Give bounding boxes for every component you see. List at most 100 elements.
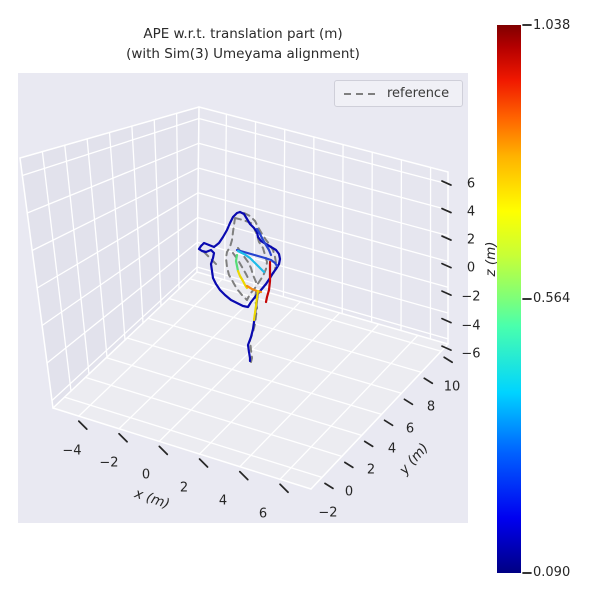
reference-diag-1 bbox=[237, 247, 257, 283]
grid-line bbox=[147, 317, 403, 394]
grid-line bbox=[279, 334, 419, 480]
grid-line bbox=[26, 142, 200, 214]
pane-edge bbox=[52, 271, 198, 409]
grid-line bbox=[41, 150, 72, 392]
grid-line bbox=[51, 266, 198, 402]
plot-title-line-2: (with Sim(3) Umeyama alignment) bbox=[126, 46, 360, 62]
grid-line bbox=[196, 241, 449, 314]
grid-line bbox=[31, 167, 199, 252]
grid-line bbox=[21, 117, 200, 177]
x-tick-mark bbox=[198, 458, 209, 468]
grid-line bbox=[63, 396, 323, 479]
y-tick-mark bbox=[423, 377, 434, 385]
y-axis-tick-label: −2 bbox=[318, 505, 338, 521]
z-tick-mark bbox=[441, 207, 452, 214]
y-axis-tick-label: 6 bbox=[405, 421, 415, 437]
grid-line bbox=[341, 143, 344, 315]
grid-line bbox=[84, 376, 343, 458]
grid-line bbox=[197, 192, 449, 263]
z-axis-label: z (m) bbox=[483, 241, 499, 277]
pane-edge bbox=[19, 106, 200, 159]
pane-edge bbox=[52, 407, 312, 490]
x-tick-mark bbox=[279, 483, 289, 494]
legend: reference bbox=[334, 80, 463, 107]
y-tick-mark bbox=[324, 482, 334, 490]
z-tick-mark bbox=[441, 235, 452, 241]
x-tick-mark bbox=[118, 432, 128, 443]
trajectory-cross bbox=[235, 248, 279, 268]
grid-line bbox=[197, 216, 449, 288]
x-tick-mark bbox=[77, 420, 88, 430]
left-pane bbox=[20, 107, 199, 408]
grid-line bbox=[64, 144, 90, 375]
grid-line bbox=[196, 266, 449, 340]
x-tick-mark bbox=[158, 445, 169, 456]
pane-edge bbox=[196, 271, 449, 345]
colorbar-mid-label: 0.564 bbox=[533, 291, 571, 306]
z-axis-tick-label: −6 bbox=[461, 346, 481, 362]
trajectory-inner-right bbox=[255, 227, 273, 257]
segment-green bbox=[234, 253, 240, 273]
grid-line bbox=[239, 323, 380, 468]
grid-line bbox=[46, 241, 199, 364]
z-tick-mark bbox=[441, 345, 452, 352]
y-axis-tick-label: 10 bbox=[443, 379, 461, 395]
y-tick-mark bbox=[383, 419, 394, 427]
grid-line bbox=[108, 131, 126, 341]
z-axis-tick-label: 4 bbox=[466, 204, 476, 220]
x-axis-tick-label: 6 bbox=[258, 506, 268, 522]
segment-yellow-tail bbox=[252, 289, 260, 322]
y-tick-mark bbox=[403, 398, 414, 406]
grid-line bbox=[41, 216, 199, 327]
grid-line bbox=[118, 289, 262, 430]
y-axis-tick-label: 8 bbox=[426, 399, 436, 415]
y-tick-mark bbox=[443, 356, 453, 364]
x-axis-tick-label: 2 bbox=[179, 480, 189, 496]
grid-line bbox=[131, 125, 144, 324]
grid-line bbox=[86, 138, 108, 358]
segment-cyan bbox=[236, 249, 266, 274]
grid-line bbox=[78, 278, 223, 417]
reference-thumb bbox=[203, 251, 218, 266]
pane-edge bbox=[19, 157, 54, 409]
grid-line bbox=[282, 128, 286, 298]
pane-edge bbox=[196, 106, 200, 273]
reference-outer bbox=[243, 212, 277, 277]
z-axis-tick-label: 6 bbox=[466, 176, 476, 192]
grid-line bbox=[370, 151, 373, 323]
grid-line bbox=[198, 312, 341, 455]
grid-line bbox=[223, 113, 228, 281]
y-tick-mark bbox=[343, 461, 354, 469]
x-axis-tick-label: 4 bbox=[218, 493, 228, 509]
grid-line bbox=[158, 301, 302, 443]
pane-edge bbox=[198, 106, 449, 173]
segment-yellow bbox=[236, 269, 249, 290]
z-axis-tick-label: −4 bbox=[461, 318, 481, 334]
dashed-line-icon bbox=[344, 92, 377, 95]
grid-line bbox=[189, 278, 442, 352]
z-axis-tick-label: −2 bbox=[461, 289, 481, 305]
colorbar-max-label: 1.038 bbox=[533, 18, 571, 33]
grid-line bbox=[168, 297, 422, 373]
grid-line bbox=[198, 117, 449, 185]
plot-title-line-1: APE w.r.t. translation part (m) bbox=[143, 26, 343, 42]
y-tick-mark bbox=[363, 440, 374, 448]
y-axis-tick-label: 2 bbox=[366, 462, 376, 478]
legend-label: reference bbox=[387, 86, 450, 101]
x-axis-tick-label: −4 bbox=[62, 443, 82, 459]
x-tick-mark bbox=[238, 470, 249, 481]
colorbar-min-label: 0.090 bbox=[533, 565, 571, 580]
x-axis-tick-label: −2 bbox=[99, 455, 119, 471]
floor-pane bbox=[53, 272, 448, 489]
z-tick-mark bbox=[441, 262, 452, 269]
y-axis-tick-label: 4 bbox=[387, 441, 397, 457]
z-tick-mark bbox=[441, 317, 452, 324]
y-axis-tick-label: 0 bbox=[344, 484, 354, 500]
z-axis-tick-label: 2 bbox=[466, 232, 476, 248]
grid-line bbox=[253, 121, 257, 290]
grid-line bbox=[153, 119, 162, 307]
colorbar-gradient bbox=[497, 25, 521, 573]
grid-line bbox=[175, 112, 180, 290]
